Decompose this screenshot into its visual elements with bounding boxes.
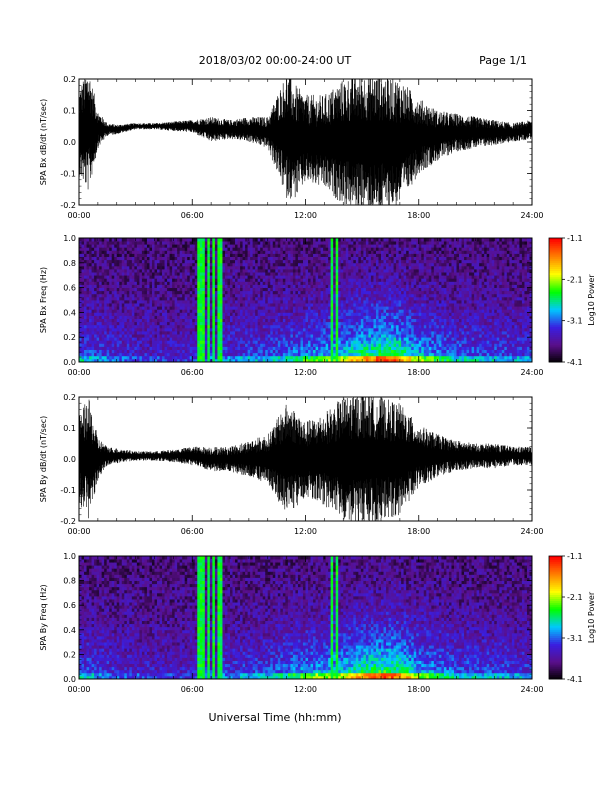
panel-2: -1.1 -2.1 -3.1 -4.1 Log10 Power 00:00 06:00 12:…: [39, 234, 596, 377]
x-tick-label: 18:00: [407, 211, 430, 220]
y-tick-label: 0.4: [63, 308, 76, 317]
waveform-series: [79, 79, 532, 205]
colorbar-tick-label: -4.1: [567, 675, 583, 684]
colorbar-tick-label: -1.1: [567, 552, 583, 561]
spectrogram-cells: [79, 238, 533, 363]
x-tick-label: 06:00: [181, 368, 204, 377]
x-tick-label: 00:00: [67, 211, 90, 220]
x-tick-label: 18:00: [407, 685, 430, 694]
y-tick-label: 0.6: [63, 601, 76, 610]
x-tick-label: 18:00: [407, 368, 430, 377]
y-tick-label: -0.2: [60, 517, 76, 526]
x-tick-label: 12:00: [294, 211, 317, 220]
x-tick-label: 00:00: [67, 527, 90, 536]
spectrogram-cells: [79, 556, 533, 680]
y-tick-label: 1.0: [63, 552, 76, 561]
x-tick-label: 24:00: [520, 527, 543, 536]
panel-1: 00:00 06:00 12:00 18:00 24:00 -0.2 -0.1 0.0 0.1 0…: [39, 75, 544, 220]
y-tick-label: 0.0: [63, 675, 76, 684]
x-tick-label: 00:00: [67, 685, 90, 694]
x-tick-label: 24:00: [520, 685, 543, 694]
y-axis-label: SPA By dB/dt (nT/sec): [39, 416, 48, 503]
y-tick-label: 0.2: [63, 393, 76, 402]
y-tick-label: 0.0: [63, 455, 76, 464]
colorbar: -1.1 -2.1 -3.1 -4.1 Log10 Power: [548, 552, 596, 684]
y-tick-label: 0.4: [63, 626, 76, 635]
y-tick-label: 0.0: [63, 358, 76, 367]
colorbar: -1.1 -2.1 -3.1 -4.1 Log10 Power: [548, 234, 596, 367]
x-tick-label: 12:00: [294, 368, 317, 377]
x-tick-label: 24:00: [520, 368, 543, 377]
x-tick-label: 24:00: [520, 211, 543, 220]
x-tick-label: 06:00: [181, 685, 204, 694]
x-tick-label: 06:00: [181, 527, 204, 536]
x-tick-label: 12:00: [294, 527, 317, 536]
y-tick-label: -0.2: [60, 201, 76, 210]
y-tick-label: 0.6: [63, 284, 76, 293]
y-tick-label: -0.1: [60, 170, 76, 179]
y-tick-label: 0.8: [63, 577, 76, 586]
panel-4: -1.1 -2.1 -3.1 -4.1 Log10 Power 00:00 06:00 12:…: [39, 552, 596, 694]
y-tick-label: -0.1: [60, 486, 76, 495]
x-axis-title: Universal Time (hh:mm): [209, 711, 342, 724]
panels-group: 00:00 06:00 12:00 18:00 24:00 -0.2 -0.1 0.0 0.1 0…: [39, 75, 596, 694]
page-number: Page 1/1: [479, 54, 527, 67]
colorbar-label: Log10 Power: [587, 591, 596, 643]
colorbar-tick-label: -3.1: [567, 317, 583, 326]
y-tick-label: 1.0: [63, 234, 76, 243]
colorbar-label: Log10 Power: [587, 274, 596, 326]
waveform-series: [79, 397, 532, 521]
colorbar-tick-label: -1.1: [567, 234, 583, 243]
x-tick-label: 18:00: [407, 527, 430, 536]
y-tick-label: 0.0: [63, 138, 76, 147]
y-axis-label: SPA Bx dB/dt (nT/sec): [39, 99, 48, 186]
y-tick-label: 0.2: [63, 75, 76, 84]
y-tick-label: 0.2: [63, 650, 76, 659]
colorbar-tick-label: -4.1: [567, 358, 583, 367]
y-tick-label: 0.1: [63, 107, 76, 116]
x-tick-label: 00:00: [67, 368, 90, 377]
page-date-range: 2018/03/02 00:00-24:00 UT: [199, 54, 352, 67]
colorbar-tick-label: -2.1: [567, 593, 583, 602]
y-tick-label: 0.2: [63, 333, 76, 342]
x-tick-label: 06:00: [181, 211, 204, 220]
colorbar-tick-label: -2.1: [567, 275, 583, 284]
y-axis-label: SPA By Freq (Hz): [39, 584, 48, 650]
panel-3: 00:00 06:00 12:00 18:00 24:00 -0.2 -0.1 0.0 0.1 0…: [39, 393, 544, 536]
y-tick-label: 0.1: [63, 424, 76, 433]
y-tick-label: 0.8: [63, 259, 76, 268]
colorbar-tick-label: -3.1: [567, 634, 583, 643]
x-tick-label: 12:00: [294, 685, 317, 694]
y-axis-label: SPA Bx Freq (Hz): [39, 267, 48, 333]
